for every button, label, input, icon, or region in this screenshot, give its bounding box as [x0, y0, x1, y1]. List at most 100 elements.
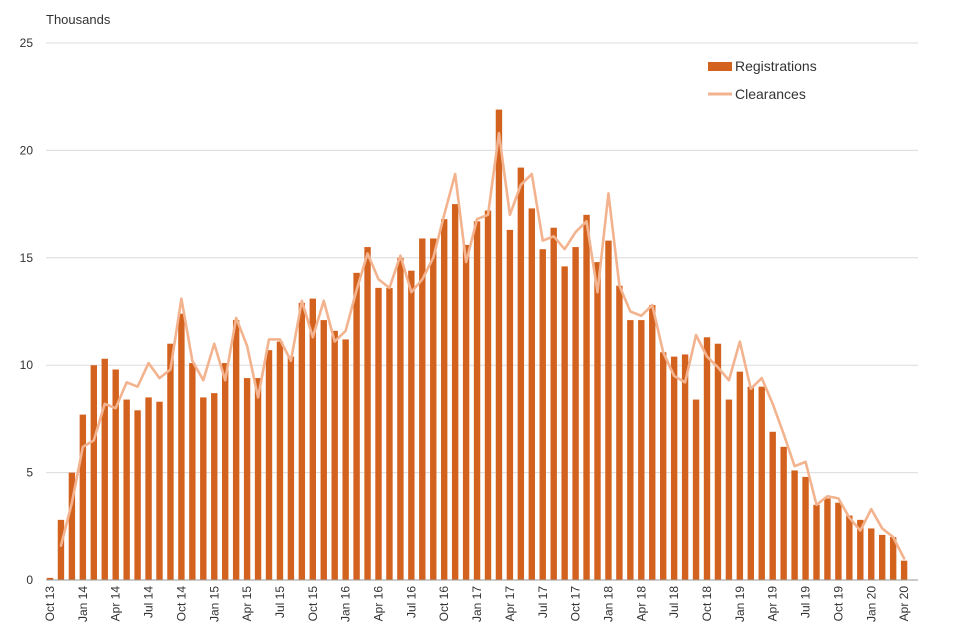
y-tick-label: 25 — [20, 36, 34, 50]
x-tick-label: Apr 14 — [109, 586, 123, 622]
bar — [243, 378, 251, 580]
bar — [386, 287, 393, 580]
bar — [670, 356, 678, 580]
bar — [550, 227, 557, 580]
bar — [320, 320, 327, 580]
bar — [714, 343, 722, 580]
bar — [495, 109, 503, 580]
bar — [222, 363, 229, 580]
bar — [561, 266, 568, 580]
bar — [900, 560, 908, 580]
y-tick-label: 5 — [26, 466, 33, 480]
bar — [430, 238, 437, 580]
bar — [134, 410, 141, 580]
x-tick-label: Oct 19 — [831, 586, 845, 622]
x-tick-label: Apr 18 — [634, 586, 648, 622]
bar — [791, 470, 798, 580]
bar — [835, 502, 842, 580]
bar — [517, 167, 525, 581]
bar — [200, 397, 207, 580]
bar — [441, 219, 448, 581]
bar — [46, 577, 54, 580]
x-tick-label: Jan 16 — [339, 586, 353, 622]
x-tick-label: Apr 17 — [503, 586, 517, 622]
x-tick-label: Apr 20 — [897, 586, 911, 622]
bar — [462, 244, 470, 581]
clearances-series-line — [59, 131, 906, 560]
bar — [780, 446, 787, 580]
x-tick-label: Oct 13 — [43, 586, 57, 622]
bar — [451, 204, 459, 580]
bar — [287, 356, 295, 580]
x-tick-label: Apr 19 — [766, 586, 780, 622]
bar — [419, 238, 426, 580]
bar — [473, 221, 481, 580]
bar — [397, 257, 404, 580]
bar — [736, 371, 744, 580]
bar — [703, 337, 711, 580]
bar — [572, 247, 579, 580]
y-tick-label: 15 — [20, 251, 34, 265]
bar — [90, 365, 97, 580]
bar — [747, 386, 754, 580]
bar — [616, 285, 623, 580]
x-tick-label: Jul 19 — [799, 586, 813, 618]
bar — [331, 330, 338, 580]
bar — [364, 247, 371, 580]
bar — [353, 272, 360, 580]
bar — [649, 305, 656, 580]
bar — [758, 386, 765, 580]
bar — [167, 343, 174, 580]
x-tick-label: Apr 15 — [240, 586, 254, 622]
y-unit-label: Thousands — [46, 12, 111, 27]
axes: Oct 13 Jan 14 Apr 14 Jul 14 Oct 14 Jan 15 Apr … — [43, 579, 918, 622]
x-tick-label: Jan 14 — [76, 586, 90, 622]
bar — [769, 431, 776, 580]
bar — [627, 320, 634, 580]
bar — [408, 270, 415, 580]
x-tick-label: Jan 19 — [733, 586, 747, 622]
y-tick-label: 20 — [20, 143, 34, 157]
bar — [528, 208, 535, 580]
bar — [824, 498, 831, 580]
bar — [112, 369, 119, 580]
x-tick-label: Oct 17 — [569, 586, 583, 622]
bar — [101, 358, 108, 580]
legend-swatch-registrations — [708, 62, 732, 71]
bar — [857, 519, 864, 580]
x-tick-label: Apr 16 — [372, 586, 386, 622]
bar — [232, 320, 240, 580]
bar — [189, 363, 196, 580]
bars — [46, 109, 908, 581]
bar — [846, 515, 853, 580]
bar — [605, 240, 612, 580]
x-tick-label: Oct 18 — [700, 586, 714, 622]
x-tick-label: Jul 17 — [536, 586, 550, 618]
x-tick-label: Oct 14 — [174, 586, 188, 622]
y-tick-label: 10 — [20, 358, 34, 372]
x-tick-label: Jul 14 — [142, 586, 156, 618]
x-tick-label: Jul 16 — [404, 586, 418, 618]
bar — [681, 354, 689, 580]
legend-label-clearances: Clearances — [735, 86, 806, 102]
clearances-line — [59, 131, 906, 560]
bar — [638, 320, 645, 580]
bar — [276, 341, 284, 580]
bar — [725, 399, 733, 580]
bar — [583, 214, 590, 580]
x-tick-label: Oct 15 — [306, 586, 320, 622]
x-tick-label: Oct 16 — [437, 586, 451, 622]
bar — [802, 476, 809, 580]
bar — [254, 378, 262, 580]
bar — [879, 534, 886, 580]
x-tick-label: Jan 18 — [601, 586, 615, 622]
bar — [594, 262, 601, 580]
bar — [123, 399, 130, 580]
legend: Registrations Clearances — [708, 58, 817, 102]
bar — [68, 472, 76, 580]
bar — [889, 537, 897, 580]
bar — [660, 352, 667, 580]
bar — [79, 414, 87, 580]
